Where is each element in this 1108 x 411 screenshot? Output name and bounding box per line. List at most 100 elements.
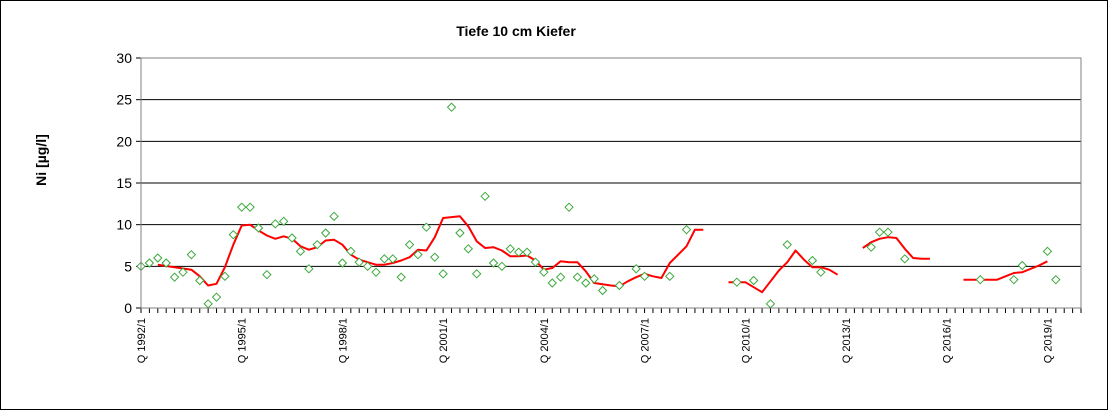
data-point bbox=[295, 246, 306, 257]
x-tick-label: Q 2016/1 bbox=[942, 318, 954, 363]
data-point bbox=[329, 211, 339, 222]
data-point bbox=[522, 247, 532, 257]
data-point bbox=[866, 242, 876, 252]
x-tick-labels: Q 1992/1 Q 1995/1 Q 1998/1 Q 2001/1 Q 2004/1… bbox=[136, 318, 1054, 363]
x-tick-label: Q 1995/1 bbox=[237, 318, 249, 363]
data-point bbox=[228, 229, 239, 240]
data-point bbox=[320, 228, 331, 238]
data-point bbox=[807, 255, 818, 266]
data-point bbox=[1051, 274, 1061, 285]
data-point bbox=[455, 228, 465, 238]
y-tick-label: 25 bbox=[116, 92, 132, 108]
data-point bbox=[404, 239, 415, 250]
data-point bbox=[270, 219, 280, 229]
data-point bbox=[874, 227, 885, 237]
data-point bbox=[1017, 260, 1027, 271]
data-point bbox=[169, 272, 180, 282]
x-tick-label: Q 2010/1 bbox=[740, 318, 752, 363]
data-point bbox=[480, 191, 490, 202]
data-point bbox=[748, 275, 759, 286]
data-point bbox=[816, 267, 826, 277]
data-point bbox=[765, 299, 776, 309]
x-tick-marks bbox=[140, 308, 1082, 313]
data-point bbox=[362, 261, 373, 272]
data-point bbox=[153, 253, 163, 263]
y-tick-labels: 0 5 10 15 20 25 30 bbox=[116, 50, 132, 316]
trend-line bbox=[963, 260, 1048, 281]
data-point bbox=[438, 269, 448, 279]
data-point bbox=[539, 267, 549, 277]
data-point bbox=[639, 271, 650, 282]
data-point bbox=[497, 261, 507, 272]
data-point bbox=[572, 272, 583, 282]
chart-title: Tiefe 10 cm Kiefer bbox=[456, 23, 576, 39]
plot-border bbox=[140, 57, 1082, 309]
trend-lines bbox=[157, 215, 1048, 294]
data-point bbox=[287, 233, 297, 243]
y-tick-label: 5 bbox=[124, 258, 132, 274]
data-point bbox=[1009, 274, 1019, 285]
y-tick-label: 0 bbox=[124, 300, 132, 316]
x-tick-label: Q 2013/1 bbox=[841, 318, 853, 363]
data-point bbox=[178, 267, 188, 277]
data-point bbox=[530, 257, 541, 267]
data-point bbox=[581, 278, 591, 288]
data-point bbox=[782, 239, 792, 250]
data-point bbox=[975, 274, 985, 285]
y-tick-label: 15 bbox=[116, 175, 132, 191]
x-tick-label: Q 2004/1 bbox=[539, 318, 551, 363]
data-point bbox=[220, 271, 230, 282]
data-point bbox=[555, 272, 566, 282]
data-point bbox=[505, 244, 515, 254]
data-point bbox=[337, 258, 348, 268]
data-point bbox=[732, 277, 742, 287]
data-point bbox=[304, 264, 314, 274]
data-point bbox=[883, 227, 893, 237]
data-point bbox=[597, 285, 608, 296]
x-tick-label: Q 2007/1 bbox=[640, 318, 652, 363]
data-point bbox=[488, 258, 499, 268]
data-point bbox=[312, 239, 322, 250]
data-point bbox=[245, 202, 255, 212]
data-point bbox=[547, 278, 557, 288]
y-tick-label: 30 bbox=[116, 50, 132, 66]
x-tick-label: Q 2019/1 bbox=[1042, 318, 1054, 363]
data-point bbox=[631, 264, 641, 274]
data-point bbox=[463, 244, 474, 254]
data-point bbox=[379, 254, 390, 264]
data-point bbox=[354, 257, 364, 267]
data-point bbox=[446, 102, 457, 112]
y-axis-label: Ni [µg/l] bbox=[33, 134, 49, 186]
data-point bbox=[195, 275, 205, 286]
y-tick-label: 20 bbox=[116, 133, 132, 149]
trend-line bbox=[862, 236, 930, 260]
gridlines bbox=[136, 57, 1081, 309]
x-tick-label: Q 2001/1 bbox=[438, 318, 450, 363]
x-tick-label: Q 1998/1 bbox=[337, 318, 349, 363]
y-tick-label: 10 bbox=[116, 217, 132, 233]
data-point bbox=[589, 274, 599, 284]
data-point bbox=[472, 269, 482, 279]
data-point bbox=[564, 202, 574, 212]
data-point bbox=[346, 246, 356, 257]
x-tick-label: Q 1992/1 bbox=[136, 318, 148, 363]
data-point bbox=[421, 222, 432, 232]
data-point bbox=[203, 299, 213, 309]
data-point bbox=[665, 271, 675, 282]
data-point bbox=[388, 254, 398, 264]
data-point bbox=[144, 258, 155, 268]
data-point bbox=[413, 249, 423, 260]
data-point bbox=[614, 280, 625, 291]
data-point bbox=[237, 202, 247, 212]
data-point bbox=[161, 258, 171, 268]
data-points bbox=[136, 102, 1061, 309]
trend-line bbox=[728, 249, 839, 294]
data-point bbox=[262, 269, 272, 280]
data-point bbox=[371, 267, 381, 277]
data-point bbox=[278, 216, 289, 227]
data-point bbox=[211, 292, 222, 302]
data-point bbox=[900, 254, 910, 264]
data-point bbox=[681, 224, 692, 235]
